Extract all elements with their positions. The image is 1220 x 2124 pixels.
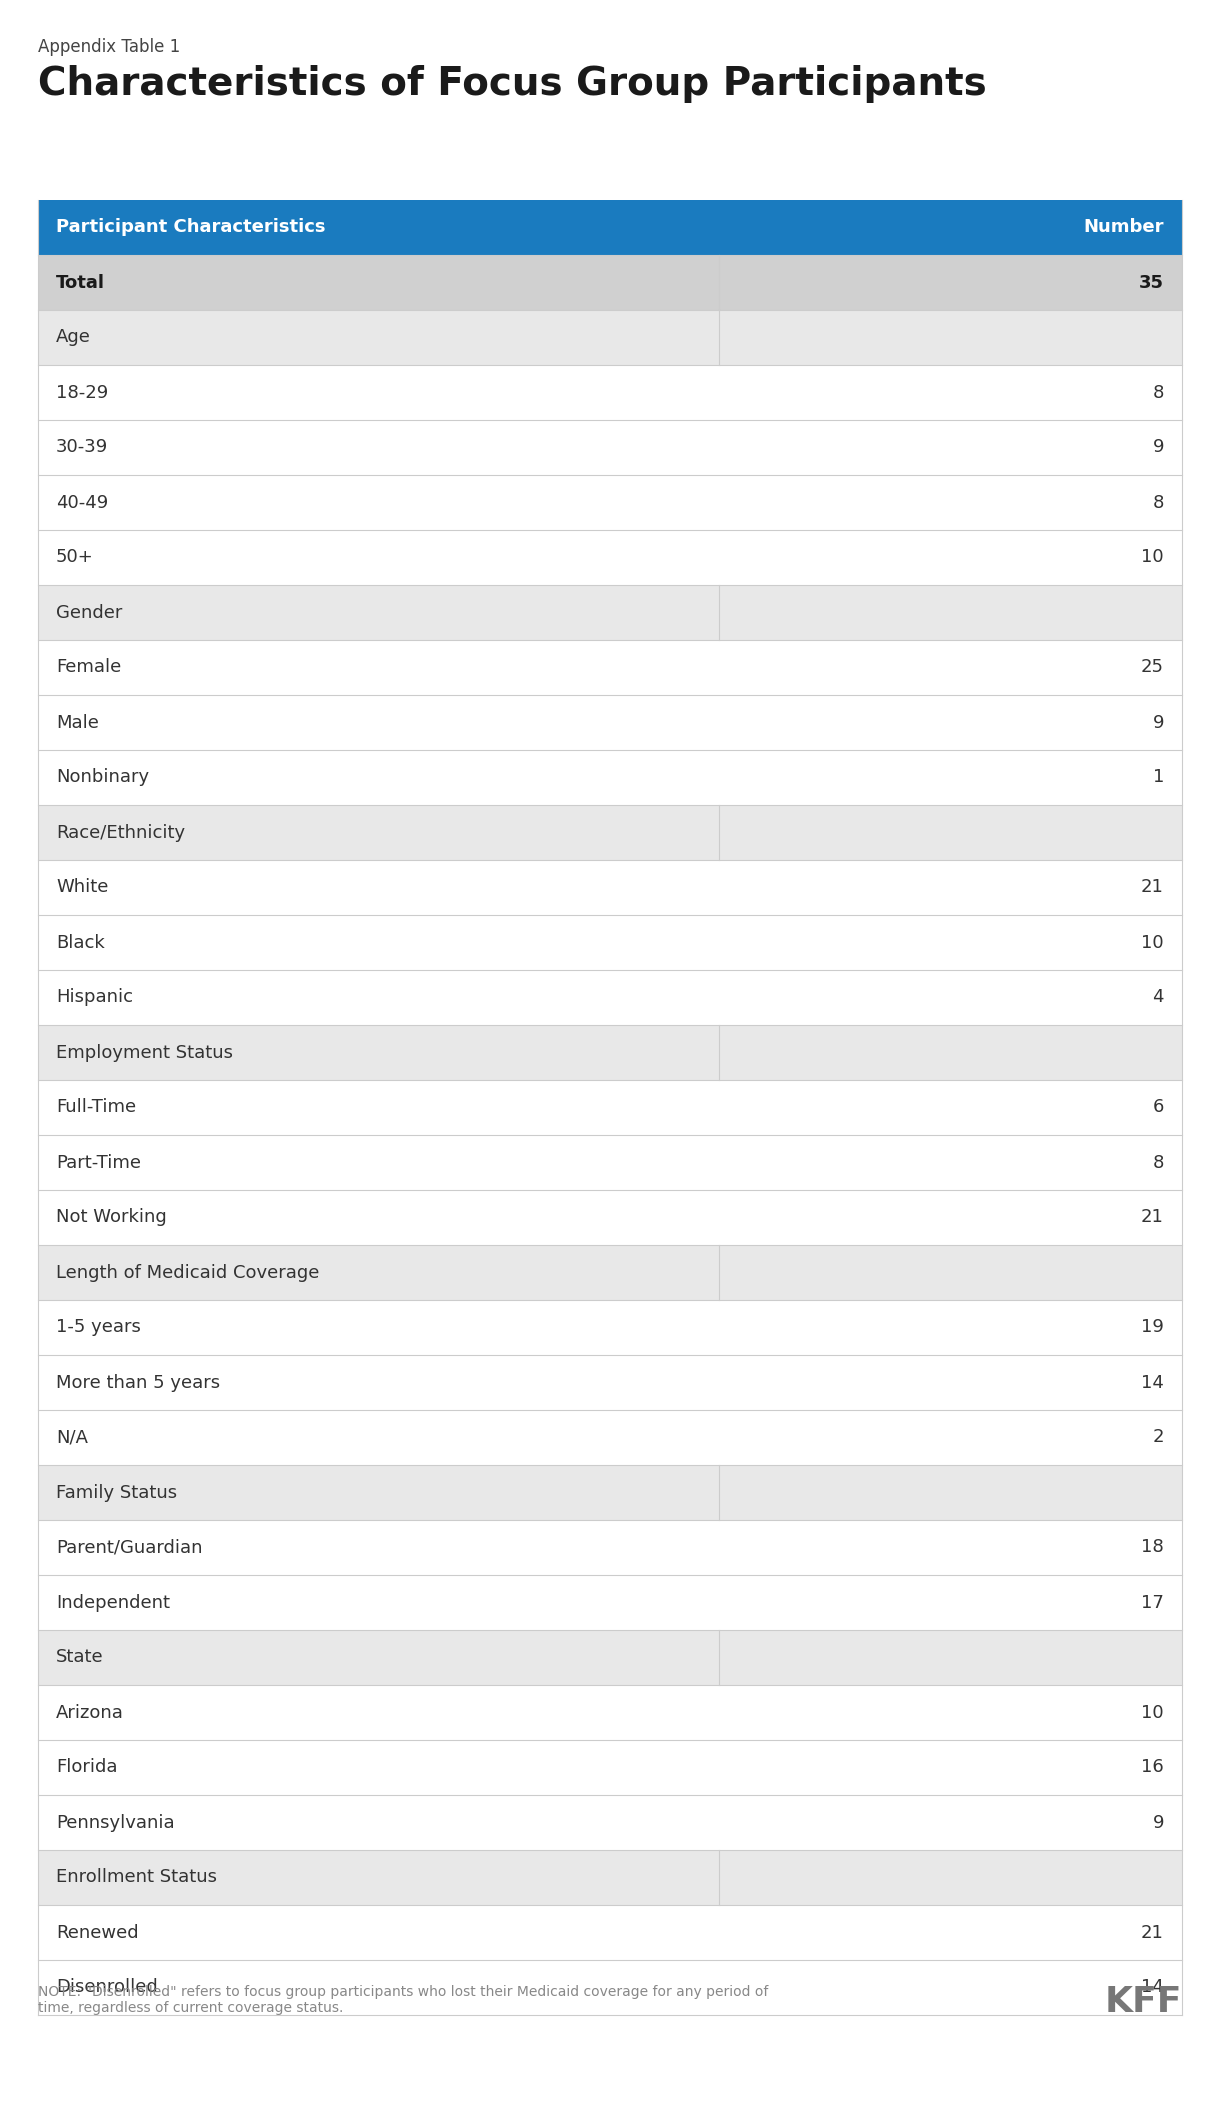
Text: 9: 9 [1153, 1814, 1164, 1831]
Bar [38, 1134, 1182, 1189]
Bar [38, 365, 1182, 421]
Text: 8: 8 [1153, 1153, 1164, 1172]
Text: Part-Time: Part-Time [56, 1153, 142, 1172]
Text: 14: 14 [1141, 1977, 1164, 1997]
Text: 25: 25 [1141, 658, 1164, 678]
Bar [38, 1740, 1182, 1795]
Text: 35: 35 [1139, 274, 1164, 291]
Bar [38, 531, 1182, 584]
Bar [38, 805, 1182, 860]
Text: 10: 10 [1142, 935, 1164, 952]
Text: Characteristics of Focus Group Participants: Characteristics of Focus Group Participa… [38, 66, 987, 102]
Text: Appendix Table 1: Appendix Table 1 [38, 38, 181, 55]
Bar [38, 1189, 1182, 1245]
Bar [38, 1684, 1182, 1740]
Text: 30-39: 30-39 [56, 438, 109, 457]
Bar [38, 584, 1182, 639]
Bar [38, 639, 1182, 695]
Bar [38, 860, 1182, 915]
Bar [38, 915, 1182, 971]
Text: Arizona: Arizona [56, 1703, 124, 1720]
Text: Pennsylvania: Pennsylvania [56, 1814, 174, 1831]
Text: Family Status: Family Status [56, 1483, 177, 1502]
Bar [38, 1521, 1182, 1576]
Text: Age: Age [56, 329, 90, 346]
Bar [38, 1629, 1182, 1684]
Text: 10: 10 [1142, 1703, 1164, 1720]
Text: 9: 9 [1153, 438, 1164, 457]
Text: Disenrolled: Disenrolled [56, 1977, 157, 1997]
Text: N/A: N/A [56, 1429, 88, 1446]
Bar [38, 1300, 1182, 1355]
Bar [38, 750, 1182, 805]
Text: Enrollment Status: Enrollment Status [56, 1869, 217, 1886]
Text: Florida: Florida [56, 1759, 117, 1776]
Bar [38, 1850, 1182, 1905]
Text: 6: 6 [1153, 1098, 1164, 1117]
Bar [38, 255, 1182, 310]
Bar [38, 421, 1182, 476]
Text: Not Working: Not Working [56, 1209, 167, 1226]
Text: 10: 10 [1142, 548, 1164, 567]
Text: Male: Male [56, 714, 99, 731]
Text: Hispanic: Hispanic [56, 988, 133, 1007]
Bar [38, 1355, 1182, 1410]
Bar [38, 1905, 1182, 1960]
Text: NOTE: "Disenrolled" refers to focus group participants who lost their Medicaid c: NOTE: "Disenrolled" refers to focus grou… [38, 1986, 769, 2016]
Text: 8: 8 [1153, 493, 1164, 512]
Text: More than 5 years: More than 5 years [56, 1374, 220, 1391]
Bar [38, 1576, 1182, 1629]
Bar [38, 1795, 1182, 1850]
Text: 19: 19 [1141, 1319, 1164, 1336]
Text: State: State [56, 1648, 104, 1667]
Bar [38, 1960, 1182, 2016]
Text: KFF: KFF [1104, 1986, 1182, 2020]
Text: 18: 18 [1141, 1538, 1164, 1557]
Text: Length of Medicaid Coverage: Length of Medicaid Coverage [56, 1264, 320, 1281]
Text: 40-49: 40-49 [56, 493, 109, 512]
Text: Parent/Guardian: Parent/Guardian [56, 1538, 203, 1557]
Text: 21: 21 [1141, 1924, 1164, 1941]
Text: White: White [56, 879, 109, 896]
Bar [38, 1410, 1182, 1466]
Text: Full-Time: Full-Time [56, 1098, 137, 1117]
Bar [38, 200, 1182, 255]
Text: Black: Black [56, 935, 105, 952]
Text: 9: 9 [1153, 714, 1164, 731]
Bar [38, 1466, 1182, 1521]
Bar [38, 310, 1182, 365]
Text: Gender: Gender [56, 603, 122, 622]
Text: Total: Total [56, 274, 105, 291]
Text: Nonbinary: Nonbinary [56, 769, 149, 786]
Text: 4: 4 [1153, 988, 1164, 1007]
Bar [38, 476, 1182, 531]
Text: Female: Female [56, 658, 121, 678]
Text: 16: 16 [1141, 1759, 1164, 1776]
Bar [38, 971, 1182, 1026]
Text: Employment Status: Employment Status [56, 1043, 233, 1062]
Text: 1-5 years: 1-5 years [56, 1319, 140, 1336]
Text: Race/Ethnicity: Race/Ethnicity [56, 824, 185, 841]
Text: Renewed: Renewed [56, 1924, 139, 1941]
Bar [38, 1026, 1182, 1079]
Text: Participant Characteristics: Participant Characteristics [56, 219, 326, 236]
Text: 8: 8 [1153, 384, 1164, 401]
Text: 17: 17 [1141, 1593, 1164, 1612]
Bar [38, 695, 1182, 750]
Text: Number: Number [1083, 219, 1164, 236]
Text: 1: 1 [1153, 769, 1164, 786]
Text: Independent: Independent [56, 1593, 170, 1612]
Text: 18-29: 18-29 [56, 384, 109, 401]
Bar [38, 1079, 1182, 1134]
Bar [38, 1245, 1182, 1300]
Text: 21: 21 [1141, 1209, 1164, 1226]
Text: 14: 14 [1141, 1374, 1164, 1391]
Text: 2: 2 [1153, 1429, 1164, 1446]
Text: 50+: 50+ [56, 548, 94, 567]
Text: 21: 21 [1141, 879, 1164, 896]
